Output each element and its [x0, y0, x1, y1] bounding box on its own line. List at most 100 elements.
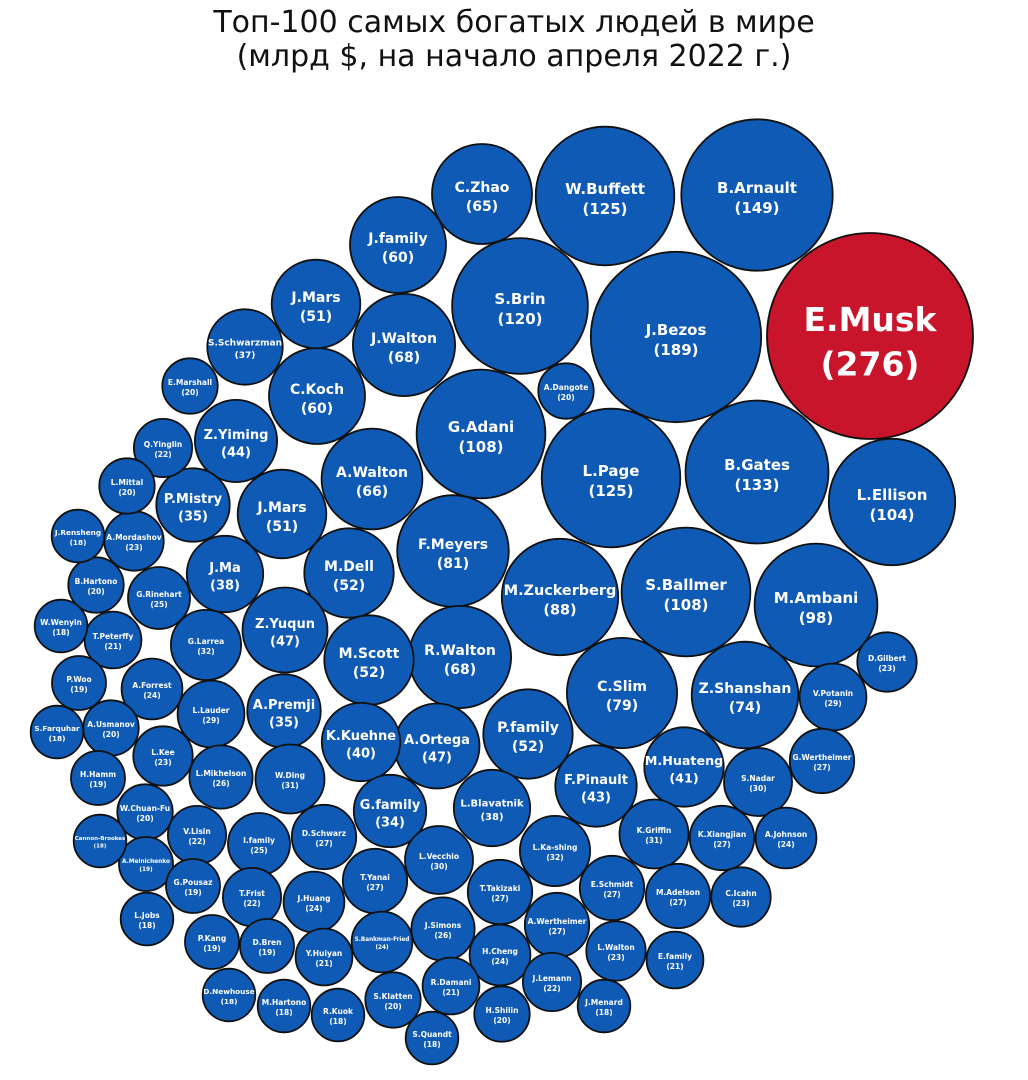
bubble-circle — [184, 914, 240, 970]
bubble: B.Hartono(20) — [67, 556, 125, 614]
bubble-name-label: J.Mars — [290, 290, 340, 306]
bubble-value-label: (24) — [491, 957, 508, 966]
bubble: G.Adani (108) — [415, 368, 547, 500]
bubble-value-label: (51) — [266, 519, 298, 535]
bubble: J.Ma (38) — [185, 534, 265, 614]
bubble: P.Kang(19) — [184, 914, 240, 970]
bubble-circle — [500, 537, 620, 657]
bubble: A.Dangote(20) — [537, 362, 595, 420]
bubble-name-label: H.Cheng — [482, 947, 518, 956]
bubble: E.Schmidt(27) — [578, 854, 646, 922]
bubble-circle — [50, 508, 106, 564]
bubble: E.Musk (276) — [766, 232, 974, 440]
bubble: P.family (52) — [482, 688, 574, 780]
bubble-value-label: (23) — [878, 664, 895, 673]
bubble-value-label: (189) — [653, 341, 698, 359]
bubble: E.family(21) — [645, 930, 705, 990]
bubble-name-label: R.Damani — [431, 978, 472, 987]
bubble-value-label: (22) — [543, 984, 560, 993]
bubble-value-label: (23) — [154, 758, 171, 767]
bubble: J.Walton (68) — [351, 292, 456, 397]
bubble-value-label: (19) — [184, 888, 201, 897]
bubble-value-label: (66) — [356, 484, 388, 500]
bubble-value-label: (27) — [548, 927, 565, 936]
bubble: L.Ka-shing(32) — [519, 815, 592, 888]
bubble-value-label: (52) — [512, 739, 544, 755]
bubble-name-label: Cannon-Brookes — [75, 836, 126, 842]
bubble: L.Blavatnik (38) — [452, 768, 532, 848]
bubble-name-label: J.family — [367, 231, 427, 247]
bubble-name-label: B.Hartono — [75, 577, 118, 586]
bubble-value-label: (18) — [221, 997, 238, 1006]
bubble: G.Wertheimer(27) — [788, 727, 856, 795]
bubble-name-label: F.Pinault — [564, 773, 628, 788]
bubble-circle — [404, 1010, 460, 1066]
bubble-name-label: G.Rinehart — [136, 590, 182, 599]
bubble: K.Kuehne (40) — [320, 701, 402, 783]
bubble-name-label: S.Quandt — [412, 1030, 452, 1039]
bubble-name-label: L.Ellison — [857, 486, 928, 504]
bubble: F.Meyers (81) — [396, 494, 510, 608]
bubble-circle — [193, 398, 278, 483]
bubble-name-label: C.Zhao — [455, 180, 510, 196]
bubble-name-label: S.Klatten — [373, 992, 412, 1001]
bubble-name-label: W.Buffett — [565, 180, 645, 198]
bubble-name-label: P.Kang — [198, 934, 227, 943]
bubble: S.Brin (120) — [451, 237, 589, 375]
bubble-name-label: J.Simons — [424, 921, 462, 930]
bubble-value-label: (27) — [713, 840, 730, 849]
bubble-value-label: (32) — [546, 853, 563, 862]
bubble: I.family(25) — [227, 812, 291, 876]
bubble: L.Jobs(18) — [119, 891, 175, 947]
bubble-value-label: (24) — [143, 691, 160, 700]
bubble-name-label: A.Premji — [253, 698, 315, 713]
bubble-circle — [690, 640, 800, 750]
bubble-name-label: L.Mikhelson — [196, 769, 247, 778]
bubble: T.Peterffy(21) — [83, 610, 143, 670]
bubble: G.family (34) — [352, 773, 428, 849]
bubble-value-label: (25) — [250, 846, 267, 855]
bubble-circle — [788, 727, 856, 795]
bubble-name-label: T.Peterffy — [93, 632, 134, 641]
bubble: J.Lemann(22) — [522, 952, 583, 1013]
bubble-circle — [620, 526, 752, 658]
bubble: W.Buffett (125) — [534, 125, 676, 267]
bubble-circle — [320, 701, 402, 783]
bubble-name-label: A.Ortega — [404, 733, 470, 748]
bubble-name-label: S.Nadar — [741, 774, 775, 783]
bubble-name-label: D.Schwarz — [302, 829, 346, 838]
bubble-name-label: J.Ma — [208, 561, 240, 576]
bubble-name-label: C.Koch — [290, 382, 344, 398]
bubble-name-label: L.Walton — [597, 943, 634, 952]
bubble: L.Mittal(20) — [98, 457, 156, 515]
bubble-value-label: (133) — [734, 476, 779, 494]
bubble-circle — [67, 556, 125, 614]
bubble-name-label: D.Newhouse — [203, 987, 254, 996]
bubble-name-label: G.Wertheimer — [793, 753, 852, 762]
bubble-value-label: (24) — [777, 840, 794, 849]
bubble-value-label: (23) — [125, 543, 142, 552]
bubble-value-label: (65) — [466, 199, 498, 215]
bubble-name-label: L.Jobs — [134, 911, 160, 920]
bubble-name-label: S.Farquhar — [34, 724, 80, 733]
bubble: J.Mars (51) — [236, 468, 328, 560]
bubble: M.Hartono(18) — [256, 978, 312, 1034]
bubble-value-label: (44) — [221, 446, 251, 461]
bubble-circle — [72, 813, 128, 869]
bubble-value-label: (41) — [669, 770, 698, 785]
bubble-value-label: (68) — [388, 350, 420, 366]
bubble-circle — [754, 806, 818, 870]
bubble-name-label: G.Larrea — [188, 637, 224, 646]
bubble-value-label: (35) — [178, 510, 208, 525]
bubble-name-label: L.Page — [583, 462, 640, 480]
bubble-name-label: E.Marshall — [168, 378, 212, 387]
bubble-name-label: M.Huateng — [645, 753, 723, 768]
bubble-value-label: (60) — [382, 250, 414, 266]
bubble-value-label: (18) — [595, 1008, 612, 1017]
bubble: J.Bezos (189) — [589, 250, 763, 424]
bubble-circle — [236, 468, 328, 560]
bubble-circle — [753, 542, 879, 668]
bubble-circle — [270, 258, 362, 350]
bubble-circle — [589, 250, 763, 424]
bubble-value-label: (60) — [301, 401, 333, 417]
